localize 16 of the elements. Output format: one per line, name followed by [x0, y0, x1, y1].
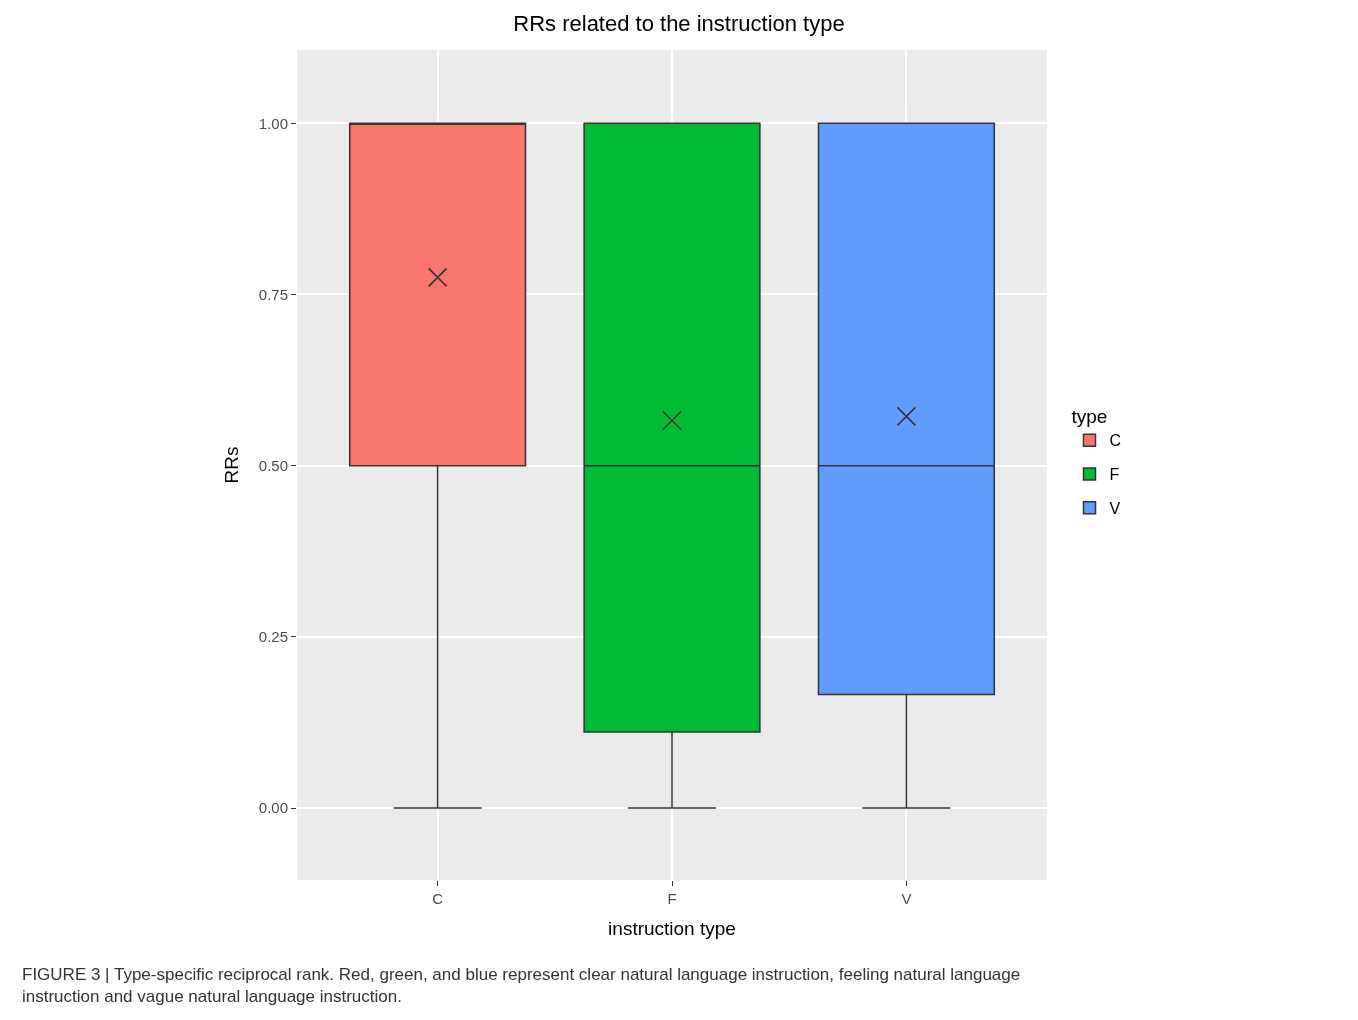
legend-title: type: [1071, 406, 1108, 428]
y-axis-title: RRs: [220, 446, 242, 484]
chart-title: RRs related to the instruction type: [513, 10, 845, 36]
y-tick-label: 0.50: [258, 456, 288, 474]
y-tick-label: 0.25: [258, 628, 288, 646]
y-tick-label: 0.00: [258, 799, 288, 817]
legend-label: C: [1109, 432, 1122, 450]
x-tick-label: F: [667, 890, 677, 907]
x-axis-title: instruction type: [608, 917, 736, 939]
legend-label: V: [1109, 500, 1121, 518]
y-tick-label: 0.75: [258, 285, 288, 303]
legend-label: F: [1109, 466, 1120, 484]
x-tick-label: C: [432, 890, 444, 907]
x-tick-label: V: [901, 890, 912, 907]
y-tick-label: 1.00: [258, 114, 288, 132]
caption: FIGURE 3 | Type-specific reciprocal rank. Red, green, and blue represent clear natural language instruction, feeling natural language instruction and vague natural language instruction.: [22, 965, 1021, 1007]
